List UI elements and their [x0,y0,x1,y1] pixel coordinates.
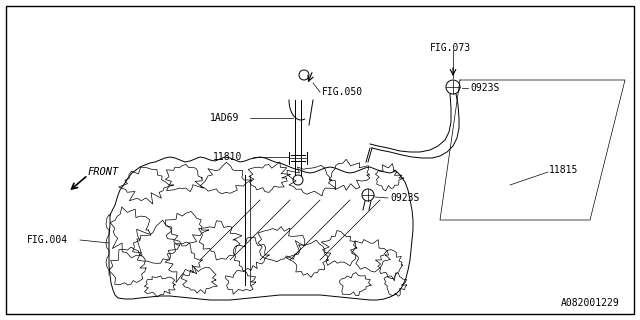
Text: 0923S: 0923S [390,193,419,203]
Text: 1AD69: 1AD69 [210,113,239,123]
Text: FIG.050: FIG.050 [322,87,363,97]
Text: 0923S: 0923S [470,83,499,93]
Text: A082001229: A082001229 [561,298,620,308]
Text: 11815: 11815 [549,165,579,175]
Text: FRONT: FRONT [88,167,119,177]
Text: FIG.004: FIG.004 [27,235,68,245]
Text: FIG.073: FIG.073 [430,43,471,53]
Text: 11810: 11810 [213,152,243,162]
